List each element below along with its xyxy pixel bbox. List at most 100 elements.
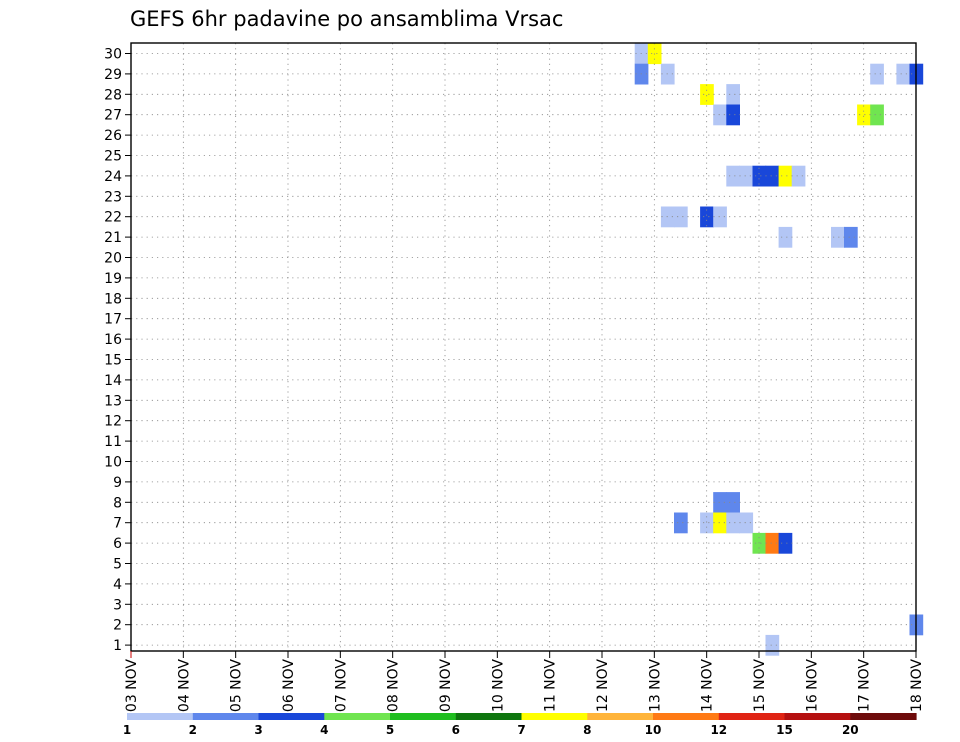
grid-lines (131, 43, 916, 651)
colorbar-swatch (587, 713, 654, 720)
x-tick-label: 18 NOV (909, 659, 925, 713)
precip-cell (700, 84, 714, 105)
precip-cell (739, 165, 754, 187)
precip-cell (726, 512, 740, 534)
y-tick-label: 19 (104, 271, 122, 287)
x-tick-label: 17 NOV (857, 659, 873, 713)
colorbar-label: 2 (189, 723, 197, 737)
x-tick-label: 14 NOV (700, 659, 716, 713)
x-tick-label: 08 NOV (386, 659, 402, 713)
precip-cell (765, 532, 780, 554)
y-tick-label: 16 (104, 332, 122, 348)
precip-cell (778, 165, 793, 187)
x-tick-label: 15 NOV (752, 659, 768, 713)
precip-cell (713, 512, 727, 534)
colorbar-swatch (324, 713, 391, 720)
y-tick-label: 25 (104, 149, 122, 165)
colorbar-swatch (455, 713, 523, 720)
y-tick-label: 9 (113, 475, 122, 491)
precip-cell (713, 206, 727, 228)
y-tick-label: 20 (104, 251, 122, 267)
precip-cell (700, 206, 714, 228)
y-tick-label: 23 (104, 189, 122, 205)
colorbar-label: 15 (776, 723, 793, 737)
precip-cell (726, 84, 740, 105)
y-tick-label: 5 (113, 557, 122, 573)
x-axis: 03 NOV 04 NOV 05 NOV 06 NOV 07 NOV 08 NOV 09 N… (124, 651, 925, 712)
y-axis: 1234567891011121314151617181920212223242… (104, 47, 131, 654)
y-tick-label: 14 (104, 373, 122, 389)
x-tick-label: 09 NOV (438, 659, 454, 713)
colorbar-label: 8 (583, 723, 591, 737)
precip-cell (739, 512, 754, 534)
colorbar-swatch (390, 713, 457, 720)
precip-cell (765, 165, 780, 187)
precip-cell (726, 104, 740, 126)
x-tick-label: 07 NOV (333, 659, 349, 713)
x-tick-label: 12 NOV (595, 659, 611, 713)
y-tick-label: 2 (113, 618, 122, 634)
y-tick-label: 4 (113, 577, 122, 593)
precip-cell (726, 492, 740, 513)
y-tick-label: 26 (104, 128, 122, 144)
precip-cell (778, 226, 793, 248)
colorbar-label: 10 (645, 723, 662, 737)
y-tick-label: 11 (104, 434, 122, 450)
precip-cell (778, 532, 793, 554)
colorbar-swatch (784, 713, 851, 720)
colorbar-legend: 1 2 3 4 5 6 7 8 10 12 15 20 (123, 713, 917, 737)
y-tick-label: 28 (104, 87, 122, 103)
y-tick-label: 24 (104, 169, 122, 185)
precip-cell (791, 165, 806, 187)
y-tick-label: 21 (104, 230, 122, 246)
y-tick-label: 22 (104, 210, 122, 226)
y-tick-label: 8 (113, 495, 122, 511)
y-tick-label: 7 (113, 516, 122, 532)
y-tick-label: 27 (104, 108, 122, 124)
y-tick-label: 18 (104, 291, 122, 307)
x-tick-label: 04 NOV (176, 659, 192, 713)
colorbar-label: 6 (452, 723, 460, 737)
precip-cell (726, 165, 740, 187)
colorbar-label: 7 (517, 723, 525, 737)
y-tick-label: 30 (104, 47, 122, 63)
y-tick-label: 17 (104, 312, 122, 328)
colorbar-swatch (192, 713, 260, 720)
chart-title: GEFS 6hr padavine po ansamblima Vrsac (130, 7, 563, 31)
colorbar-swatch (653, 713, 720, 720)
colorbar-swatch (521, 713, 588, 720)
precip-cell (857, 104, 871, 126)
precip-cell (700, 512, 714, 534)
y-tick-label: 3 (113, 597, 122, 613)
precip-cell (870, 104, 884, 126)
x-tick-label: 10 NOV (490, 659, 506, 713)
colorbar-label: 3 (254, 723, 262, 737)
y-tick-label: 15 (104, 353, 122, 369)
x-tick-label: 16 NOV (804, 659, 820, 713)
colorbar-label: 1 (123, 723, 131, 737)
colorbar-label: 4 (320, 723, 328, 737)
precip-cell (713, 104, 727, 126)
plot-frame (130, 42, 917, 652)
x-tick-label: 13 NOV (647, 659, 663, 713)
precip-cell (765, 634, 780, 656)
colorbar-label: 5 (386, 723, 394, 737)
y-tick-label: 10 (104, 455, 122, 471)
precip-cell (831, 226, 845, 248)
colorbar-label: 12 (710, 723, 727, 737)
x-tick-label: 03 NOV (124, 659, 140, 713)
precip-cell (752, 165, 767, 187)
precip-cell (713, 492, 727, 513)
y-tick-label: 12 (104, 414, 122, 430)
colorbar-swatch (127, 713, 194, 720)
colorbar-label: 20 (842, 723, 859, 737)
y-tick-label: 29 (104, 67, 122, 83)
precip-cell (674, 206, 688, 228)
precip-cell (674, 512, 688, 534)
x-tick-label: 06 NOV (281, 659, 297, 713)
colorbar-swatch (850, 713, 917, 720)
precip-cell (844, 226, 858, 248)
precip-cell (870, 63, 884, 85)
colorbar-swatch (718, 713, 786, 720)
